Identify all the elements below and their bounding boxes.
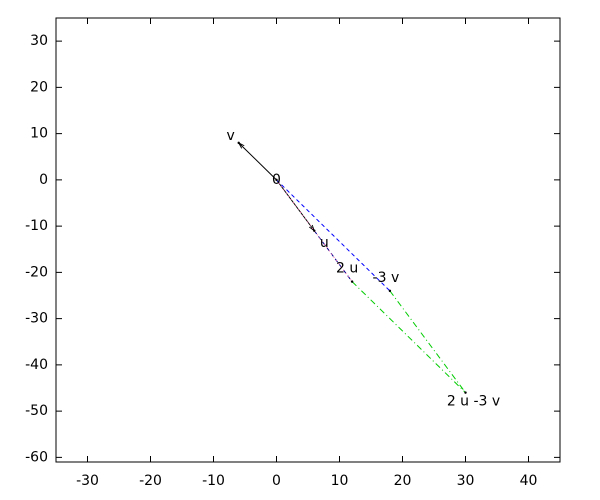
x-tick-label: 20 (394, 473, 412, 489)
y-tick-label: -30 (25, 311, 48, 327)
vector-label: u (320, 235, 329, 251)
vector-point (350, 280, 354, 283)
x-tick-label: 10 (331, 473, 349, 489)
x-tick-label: 40 (520, 473, 538, 489)
vector-label: 2 u -3 v (447, 394, 500, 410)
vector-label: 2 u (336, 261, 358, 277)
y-tick-label: -60 (25, 449, 48, 465)
vector-label: 0 (272, 172, 281, 188)
vector-arrow (276, 179, 315, 231)
x-tick-label: -20 (139, 473, 162, 489)
helper-line (351, 281, 466, 393)
vector-label: -3 v (373, 270, 400, 286)
helper-line (276, 179, 391, 292)
helper-line (389, 290, 466, 393)
vector-point (388, 289, 392, 293)
vector-point (464, 391, 467, 394)
vector-point (275, 178, 278, 182)
y-tick-label: 0 (39, 172, 48, 188)
vector-point (313, 229, 316, 232)
y-tick-label: 30 (30, 33, 48, 49)
y-tick-label: 20 (30, 79, 48, 95)
y-tick-label: -40 (25, 357, 48, 373)
y-tick-label: 10 (30, 126, 48, 142)
y-tick-label: -50 (25, 403, 48, 419)
x-tick-label: -30 (76, 473, 99, 489)
vector-label: v (227, 128, 235, 144)
vector-point (237, 141, 240, 145)
x-tick-label: 30 (457, 473, 475, 489)
y-tick-label: -10 (25, 218, 48, 234)
y-tick-label: -20 (25, 264, 48, 280)
vector-arrow (239, 143, 277, 181)
x-tick-label: -10 (202, 473, 225, 489)
x-tick-label: 0 (272, 473, 281, 489)
plot-frame (55, 17, 561, 463)
